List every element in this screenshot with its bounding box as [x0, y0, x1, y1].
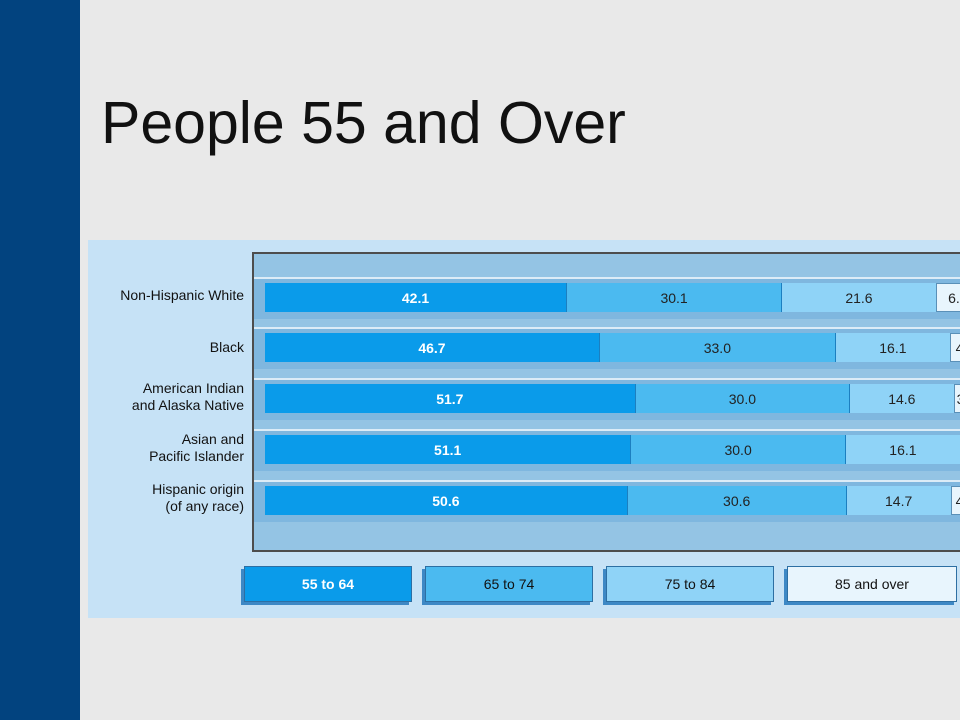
data-label: 21.6: [845, 289, 873, 306]
bar-segment: 30.6: [626, 486, 846, 515]
bar-segment: 16.1: [834, 333, 950, 362]
lane-divider: [254, 480, 960, 482]
data-label: 6.2: [948, 289, 960, 306]
slide-sidebar: [0, 0, 80, 720]
bar-segment: 33.0: [598, 333, 835, 362]
bar-segment: 4.1: [950, 486, 960, 515]
data-label: 33.0: [703, 339, 731, 356]
category-label: American Indian and Alaska Native: [131, 380, 244, 413]
legend-item: 85 and over: [787, 566, 957, 602]
bar-segment: 42.1: [265, 283, 566, 312]
data-label: 50.6: [432, 492, 460, 509]
category-label: Black: [209, 338, 244, 355]
data-label: 51.1: [434, 441, 462, 458]
category-label: Hispanic origin (of any race): [152, 481, 244, 514]
data-label: 30.1: [660, 289, 688, 306]
data-label: 30.0: [724, 441, 752, 458]
data-label: 3.6: [957, 391, 960, 407]
category-label: Asian and Pacific Islander: [149, 431, 244, 464]
bar-segment: 30.0: [630, 435, 845, 464]
data-label: 46.7: [418, 339, 446, 356]
bar-segment: 16.1: [844, 435, 960, 464]
bar-segment: 30.0: [634, 384, 850, 413]
bar-segment: 6.2: [935, 283, 960, 312]
data-label: 42.1: [401, 289, 430, 306]
bar-segment: 3.6: [953, 384, 960, 413]
bar-segment: 51.7: [265, 384, 635, 413]
data-label: 30.0: [728, 390, 757, 407]
category-label: Non-Hispanic White: [120, 286, 244, 303]
data-label: 14.7: [885, 492, 913, 509]
chart-plot-area: 42.1 30.1 21.6 6.2 46.7 33.0 16.1 4.3 51.7 30.0 14…: [252, 252, 960, 552]
data-label: 30.6: [723, 492, 751, 509]
bar-segment: 46.7: [265, 333, 599, 362]
data-label: 16.1: [879, 339, 907, 356]
bar-segment: 4.3: [949, 333, 960, 362]
bar-segment: 51.1: [265, 435, 631, 464]
data-label: 4.3: [956, 340, 960, 356]
bar-segment: 14.7: [845, 486, 951, 515]
data-label: 51.7: [436, 390, 464, 407]
data-label: 14.6: [888, 390, 916, 407]
bar-segment: 21.6: [781, 283, 936, 312]
lane-divider: [254, 277, 960, 279]
bar-segment: 30.1: [566, 283, 782, 312]
slide-title: People 55 and Over: [101, 90, 626, 156]
data-label: 16.1: [889, 441, 917, 458]
data-label: 4.1: [956, 493, 960, 509]
lane-divider: [254, 429, 960, 431]
bar-segment: 50.6: [265, 486, 627, 515]
legend-item: 75 to 84: [606, 566, 774, 602]
lane-divider: [254, 327, 960, 329]
lane-divider: [254, 378, 960, 380]
legend-item: 55 to 64: [244, 566, 412, 602]
legend-item: 65 to 74: [425, 566, 593, 602]
bar-segment: 14.6: [849, 384, 954, 413]
